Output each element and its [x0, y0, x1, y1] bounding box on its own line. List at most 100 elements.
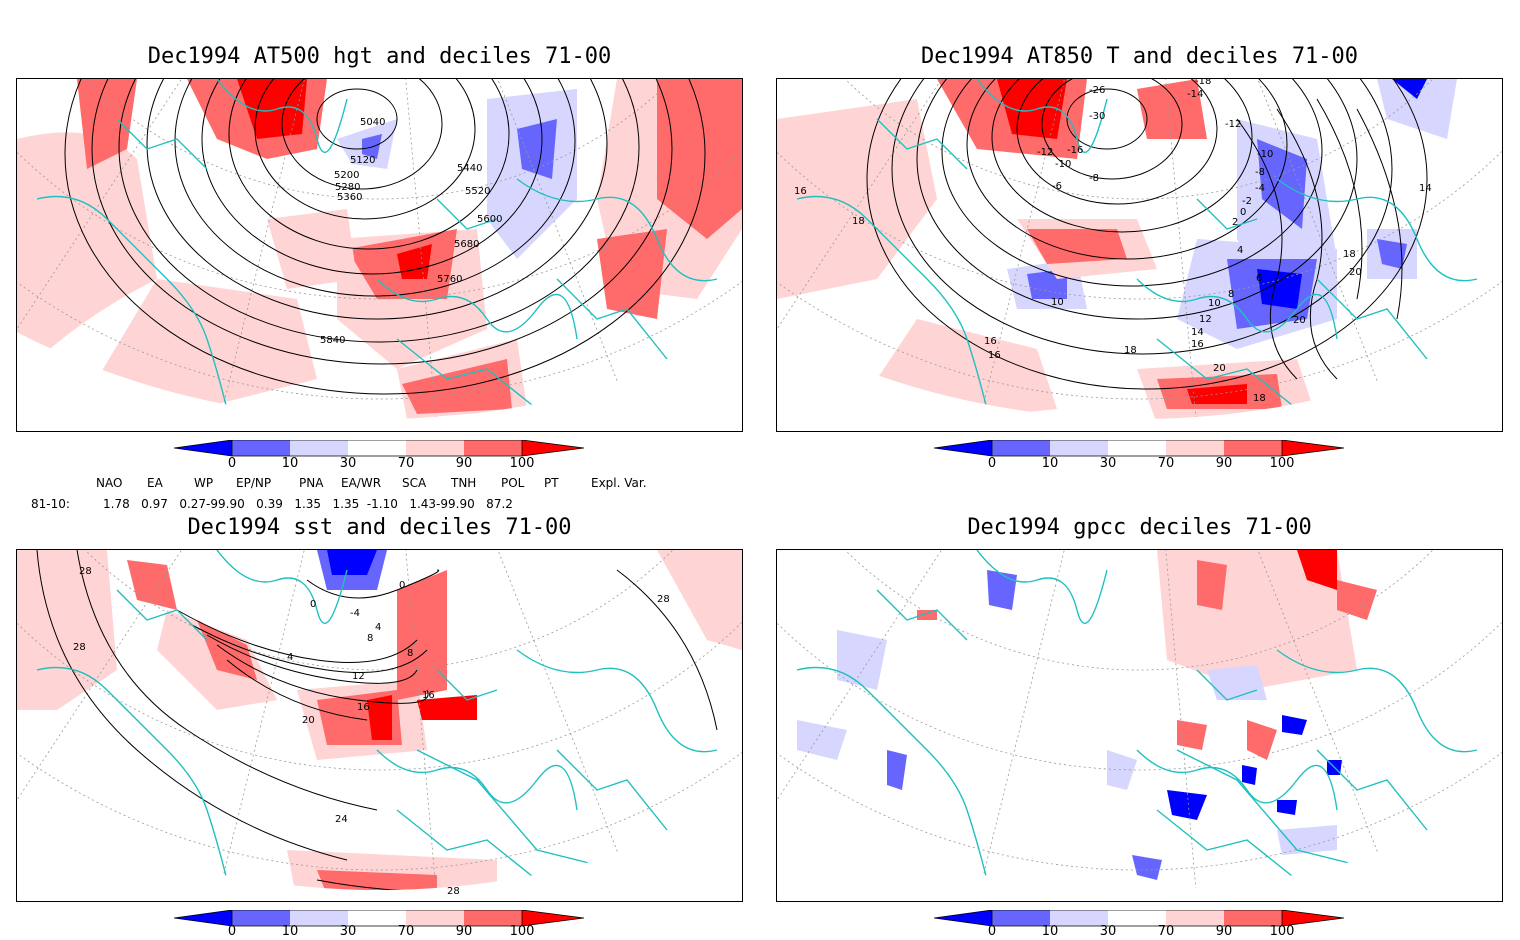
- contour-label: 24: [335, 814, 348, 825]
- contour-label: -2: [1242, 196, 1252, 207]
- sst-panel-title: Dec1994 sst and deciles 71-00: [187, 515, 572, 540]
- contour-label: 6: [1256, 273, 1262, 284]
- contour-label: -6: [1052, 181, 1062, 192]
- contour-label: 2: [1232, 217, 1238, 228]
- contour-label: -16: [1067, 145, 1083, 156]
- cb-tick: 10: [281, 924, 299, 939]
- contour-label: 16: [422, 690, 435, 701]
- index-header: POL: [501, 476, 525, 490]
- contour-label: 20: [1213, 363, 1226, 374]
- contour-label: 8: [367, 633, 373, 644]
- contour-label: 4: [375, 622, 381, 633]
- contour-label: -26: [1089, 85, 1105, 96]
- contour-label: -14: [1187, 89, 1203, 100]
- contour-label: 0: [1240, 207, 1246, 218]
- contour-label: -12: [1037, 147, 1053, 158]
- cb-seg: [522, 440, 584, 456]
- cb-seg: [232, 910, 290, 926]
- cb-tick: 30: [1099, 924, 1117, 939]
- cb-seg: [1282, 910, 1344, 926]
- cb-seg: [174, 910, 232, 926]
- sst-map-panel: 28 0 -4 4 0 4 8 8 12 16 16 20 24 28 28 2…: [16, 549, 743, 902]
- gpcc-map-panel: [776, 549, 1503, 902]
- cb-seg: [992, 440, 1050, 456]
- cb-seg: [1166, 910, 1224, 926]
- t850-map-panel: -26 -30 -18 -14 -12 -12 -16 -10 -10 -8 -…: [776, 78, 1503, 432]
- cb-seg: [934, 910, 992, 926]
- cb-seg: [992, 910, 1050, 926]
- contour-label: 5520: [465, 186, 490, 197]
- cb-seg: [464, 440, 522, 456]
- contour-label: 5760: [437, 274, 462, 285]
- contour-label: 5200: [334, 170, 359, 181]
- contour-label: 28: [447, 886, 460, 897]
- cb-tick: 100: [509, 456, 535, 471]
- gpcc-panel-title: Dec1994 gpcc deciles 71-00: [967, 515, 1312, 540]
- contour-label: 5360: [337, 192, 362, 203]
- contour-label: 18: [1124, 345, 1137, 356]
- sst-contour-labels: 28 0 -4 4 0 4 8 8 12 16 16 20 24 28 28 2…: [73, 566, 670, 897]
- cb-tick: 90: [1215, 924, 1233, 939]
- cb-seg: [1050, 910, 1108, 926]
- cb-seg: [406, 440, 464, 456]
- contour-label: 16: [984, 336, 997, 347]
- cb-tick: 10: [1041, 924, 1059, 939]
- cb-tick: 70: [397, 456, 415, 471]
- contour-label: -18: [1195, 79, 1211, 87]
- contour-label: 8: [407, 648, 413, 659]
- cb-seg: [348, 910, 406, 926]
- cb-tick: 0: [987, 456, 997, 471]
- cb-seg: [1166, 440, 1224, 456]
- hgt-map: 5040 5120 5200 5280 5360 5440 5520 5600 …: [17, 79, 742, 419]
- contour-label: 5040: [360, 117, 385, 128]
- index-header: NAO: [96, 476, 123, 490]
- cb-tick: 90: [455, 924, 473, 939]
- contour-label: 20: [302, 715, 315, 726]
- colorbar-bottom-left: 0 10 30 70 90 100: [173, 909, 586, 940]
- contour-label: 5120: [350, 155, 375, 166]
- contour-label: 4: [287, 652, 293, 663]
- t850-map: -26 -30 -18 -14 -12 -12 -16 -10 -10 -8 -…: [777, 79, 1502, 419]
- index-row-label: 81-10:: [31, 497, 70, 511]
- index-header: WP: [194, 476, 214, 490]
- hgt-panel-title: Dec1994 AT500 hgt and deciles 71-00: [147, 44, 612, 69]
- contour-label: -4: [350, 608, 360, 619]
- cb-tick: 100: [509, 924, 535, 939]
- contour-label: 14: [1419, 183, 1432, 194]
- cb-tick: 100: [1269, 924, 1295, 939]
- contour-label: 8: [1228, 289, 1234, 300]
- contour-label: 18: [1253, 393, 1266, 404]
- contour-label: 16: [794, 186, 807, 197]
- contour-label: 5280: [335, 182, 360, 193]
- sst-map: 28 0 -4 4 0 4 8 8 12 16 16 20 24 28 28 2…: [17, 550, 742, 897]
- contour-label: 12: [1199, 314, 1212, 325]
- contour-label: 5600: [477, 214, 502, 225]
- cb-seg: [1282, 440, 1344, 456]
- t850-panel-title: Dec1994 AT850 T and deciles 71-00: [920, 44, 1359, 69]
- index-header: TNH: [451, 476, 477, 490]
- colorbar-bottom-right: 0 10 30 70 90 100: [933, 909, 1346, 940]
- contour-label: 14: [1191, 327, 1204, 338]
- contour-label: -8: [1255, 167, 1265, 178]
- contour-label: -30: [1089, 111, 1105, 122]
- contour-label: 5440: [457, 163, 482, 174]
- contour-label: 16: [988, 350, 1001, 361]
- cb-tick: 70: [1157, 456, 1175, 471]
- cb-tick: 30: [1099, 456, 1117, 471]
- cb-seg: [406, 910, 464, 926]
- contour-label: -10: [1257, 149, 1273, 160]
- cb-seg: [1108, 440, 1166, 456]
- contour-label: 0: [399, 580, 405, 591]
- cb-seg: [290, 440, 348, 456]
- cb-seg: [1224, 440, 1282, 456]
- cb-seg: [348, 440, 406, 456]
- index-header: Expl. Var.: [591, 476, 647, 490]
- cb-tick: 30: [339, 456, 357, 471]
- contour-label: 20: [1349, 267, 1362, 278]
- contour-label: -12: [1225, 119, 1241, 130]
- hgt-map-panel: 5040 5120 5200 5280 5360 5440 5520 5600 …: [16, 78, 743, 432]
- contour-label: 10: [1051, 297, 1064, 308]
- cb-seg: [290, 910, 348, 926]
- index-values: 1.78 0.97 0.27-99.90 0.39 1.35 1.35 -1.1…: [103, 497, 513, 511]
- contour-label: -4: [1255, 183, 1265, 194]
